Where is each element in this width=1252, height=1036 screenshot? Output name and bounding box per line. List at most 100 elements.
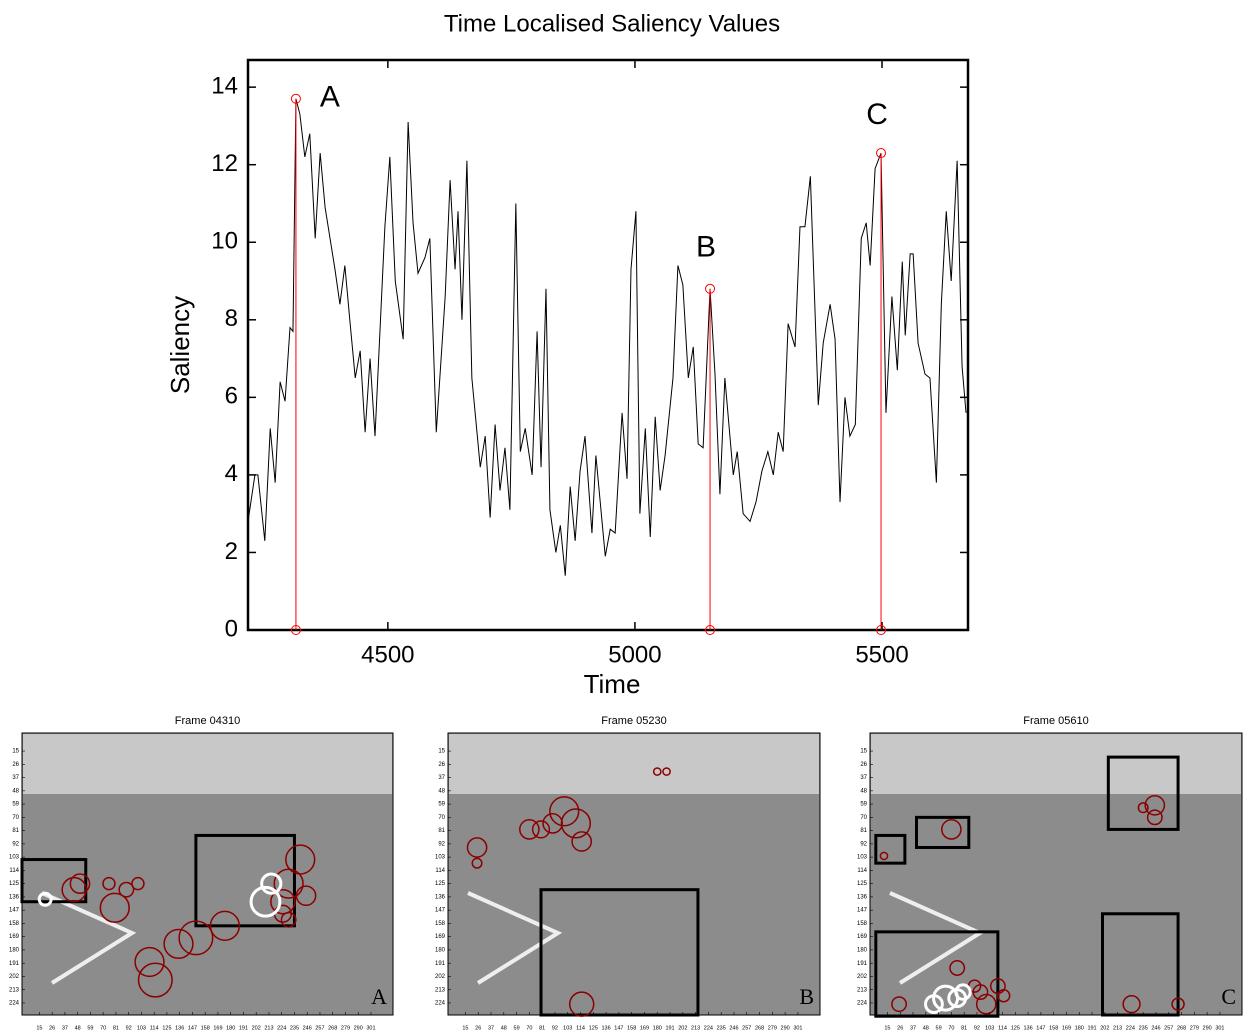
frame-x-tick-label: 103	[137, 1025, 146, 1031]
salient-point	[949, 960, 966, 976]
frame-y-tick-label: 26	[438, 762, 445, 768]
frame-x-tick-label: 26	[475, 1025, 481, 1031]
salient-point	[466, 837, 488, 858]
frame-y-tick-label: 224	[9, 1001, 20, 1007]
annotation-marker	[705, 283, 716, 294]
salient-point	[941, 819, 962, 840]
frame-y-tick-label: 147	[435, 908, 446, 914]
frame-x-tick-label: 191	[1087, 1025, 1096, 1031]
frame-x-tick-label: 235	[717, 1025, 726, 1031]
frame-x-tick-label: 147	[188, 1025, 197, 1031]
salient-point	[652, 767, 662, 776]
detection-box	[20, 858, 88, 904]
salient-point	[1137, 802, 1149, 814]
frame-x-tick-label: 37	[488, 1025, 494, 1031]
frame-y-tick-label: 92	[12, 841, 19, 847]
frame-y-tick-label: 158	[857, 921, 868, 927]
frame-y-tick-label: 202	[435, 974, 446, 980]
frame-x-tick-label: 191	[665, 1025, 674, 1031]
frame-x-tick-label: 114	[576, 1025, 585, 1031]
frame-x-tick-label: 114	[998, 1025, 1007, 1031]
frame-x-tick-label: 279	[1190, 1025, 1199, 1031]
frame-x-tick-label: 92	[552, 1025, 558, 1031]
frame-x-tick-label: 59	[87, 1025, 93, 1031]
y-tick-label: 8	[225, 305, 238, 332]
y-tick-label: 2	[225, 538, 238, 565]
frame-x-tick-label: 301	[1215, 1025, 1224, 1031]
detection-box	[915, 815, 971, 849]
salient-point	[568, 991, 595, 1017]
frame-y-tick-label: 92	[860, 841, 867, 847]
x-axis-label: Time	[584, 669, 641, 699]
frame-y-tick-label: 59	[12, 802, 19, 808]
salient-point	[542, 813, 563, 834]
salient-point-white	[37, 891, 53, 907]
frame-y-tick-label: 48	[438, 788, 445, 794]
frame-x-tick-label: 224	[1126, 1025, 1135, 1031]
salient-point	[285, 844, 316, 875]
annotation-marker	[290, 93, 301, 104]
salient-point	[118, 881, 135, 898]
frame-x-tick-label: 290	[781, 1025, 790, 1031]
road-marking	[467, 891, 563, 985]
frame-y-tick-label: 180	[435, 948, 446, 954]
frame-y-tick-label: 48	[12, 788, 19, 794]
frame-x-tick-label: 114	[150, 1025, 159, 1031]
salient-point	[975, 993, 997, 1015]
frame-x-tick-label: 136	[1024, 1025, 1033, 1031]
frame-x-tick-label: 246	[303, 1025, 312, 1031]
frame-y-tick-label: 81	[438, 828, 445, 834]
salient-point	[879, 851, 889, 861]
salient-point	[178, 920, 214, 956]
annotation-label: C	[866, 98, 888, 131]
y-tick-label: 0	[225, 615, 238, 642]
frame-y-tick-label: 103	[857, 855, 868, 861]
frame-x-tick-label: 158	[201, 1025, 210, 1031]
frame-title: Frame 04310	[175, 715, 240, 727]
salient-point	[280, 911, 297, 928]
y-tick-label: 4	[225, 460, 238, 487]
frame-y-tick-label: 136	[435, 894, 446, 900]
detection-box	[194, 833, 296, 928]
saliency-line	[247, 98, 967, 576]
frame-y-tick-label: 15	[12, 749, 19, 755]
frame-x-tick-label: 136	[175, 1025, 184, 1031]
salient-point	[519, 819, 540, 840]
frame-x-tick-label: 246	[729, 1025, 738, 1031]
detection-box	[874, 833, 907, 865]
frame-x-tick-label: 81	[113, 1025, 119, 1031]
frame-x-tick-label: 125	[1011, 1025, 1020, 1031]
frame-y-tick-label: 169	[435, 934, 446, 940]
salient-point	[102, 876, 116, 891]
salient-point-white	[249, 885, 282, 918]
frame-x-tick-label: 70	[948, 1025, 954, 1031]
frame-y-tick-label: 158	[435, 921, 446, 927]
salient-point	[163, 928, 194, 960]
frame-y-tick-label: 81	[860, 828, 867, 834]
frame-x-tick-label: 158	[627, 1025, 636, 1031]
frame-x-tick-label: 37	[910, 1025, 916, 1031]
salient-point	[560, 808, 592, 839]
frame-sky	[23, 734, 392, 794]
frame-x-tick-label: 26	[897, 1025, 903, 1031]
salient-point	[209, 910, 241, 941]
frame-y-tick-label: 15	[438, 749, 445, 755]
frame-x-tick-label: 257	[1164, 1025, 1173, 1031]
salient-point	[99, 892, 130, 923]
frame-x-tick-label: 246	[1151, 1025, 1160, 1031]
frame-y-tick-label: 114	[857, 868, 867, 874]
annotation-label: A	[320, 81, 340, 114]
frame-x-tick-label: 235	[1139, 1025, 1148, 1031]
frame-x-tick-label: 81	[539, 1025, 545, 1031]
y-tick-label: 12	[211, 150, 238, 177]
salient-point	[549, 796, 580, 827]
x-tick-label: 4500	[361, 641, 414, 668]
frame-x-tick-label: 202	[1100, 1025, 1109, 1031]
frame-sky	[449, 734, 819, 794]
frame-x-tick-label: 15	[884, 1025, 890, 1031]
frame-x-tick-label: 180	[1075, 1025, 1084, 1031]
frame-y-tick-label: 191	[857, 961, 868, 967]
frame-x-tick-label: 15	[462, 1025, 468, 1031]
frame-x-tick-label: 290	[354, 1025, 363, 1031]
x-tick-label: 5000	[608, 641, 661, 668]
